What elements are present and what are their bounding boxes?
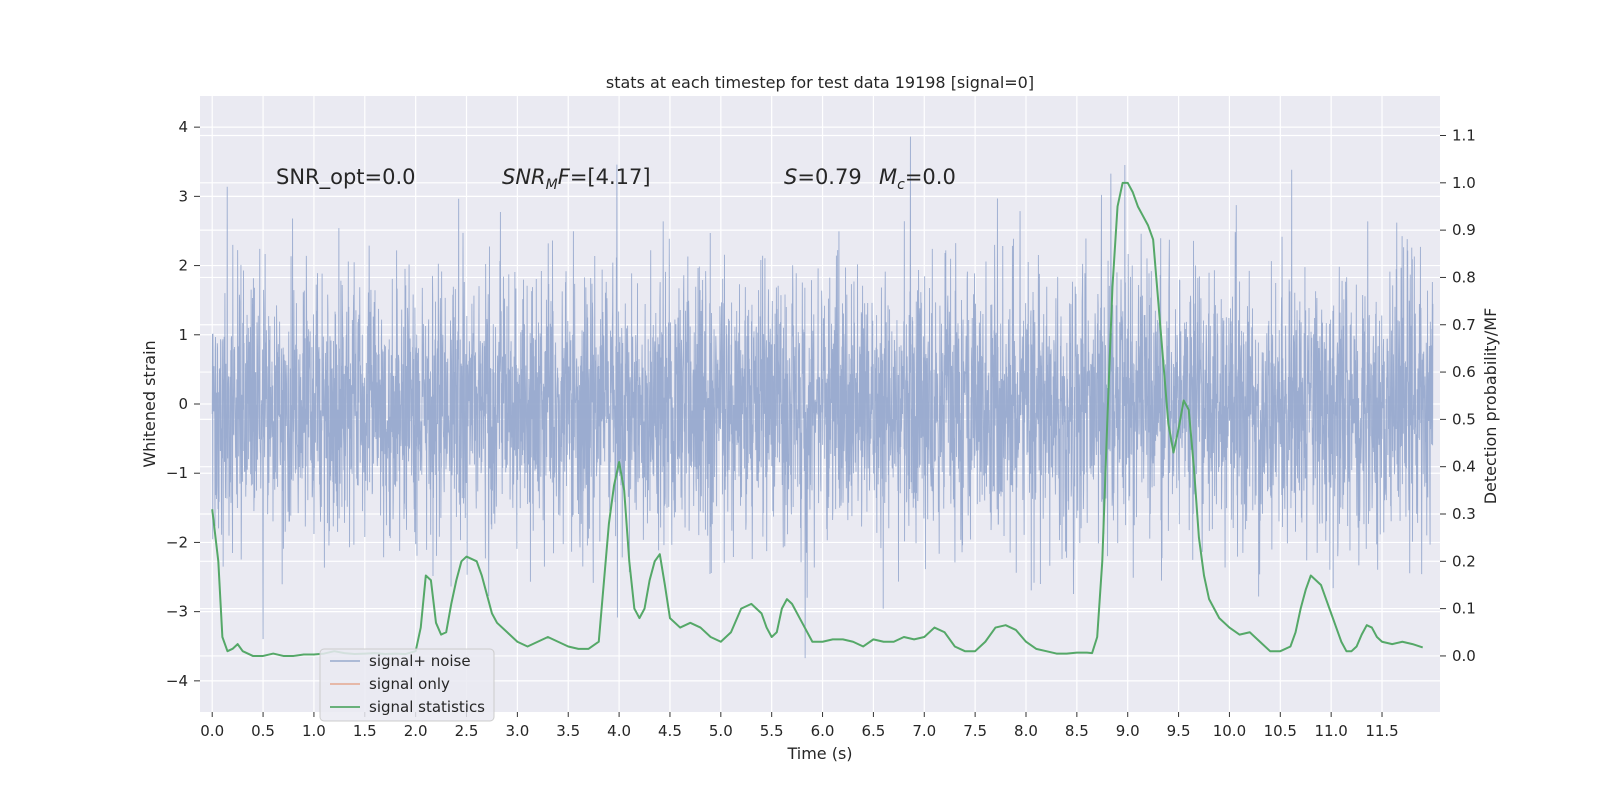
y2-tick-label: 0.1 [1452, 600, 1476, 618]
annotation-snr-opt: SNR_opt=0.0 [276, 165, 416, 190]
mc-subscript: c [897, 177, 905, 193]
x-tick-label: 7.0 [912, 722, 936, 740]
x-tick-label: 1.5 [353, 722, 377, 740]
y2-axis-label: Detection probability/MF [1481, 308, 1500, 505]
y-tick-label: −2 [166, 533, 188, 551]
snr-mf-letter: F [558, 165, 571, 189]
y-tick-label: −4 [166, 672, 188, 690]
snr-mf-subscript: M [546, 177, 558, 193]
x-tick-label: 6.0 [811, 722, 835, 740]
x-tick-label: 4.0 [607, 722, 631, 740]
signal-plus-noise-trace [211, 136, 1434, 659]
x-tick-label: 2.0 [404, 722, 428, 740]
x-tick-label: 11.0 [1314, 722, 1347, 740]
x-tick-label: 4.5 [658, 722, 682, 740]
snr-mf-value: =[4.17] [570, 165, 651, 189]
legend-label-signal-statistics: signal statistics [369, 698, 485, 716]
y2-tick-label: 1.1 [1452, 127, 1476, 145]
y2-tick-label: 0.6 [1452, 363, 1476, 381]
x-tick-label: 3.5 [556, 722, 580, 740]
x-tick-label: 8.0 [1014, 722, 1038, 740]
x-axis-label: Time (s) [786, 744, 852, 763]
x-tick-label: 5.5 [760, 722, 784, 740]
x-tick-label: 0.5 [251, 722, 275, 740]
y2-tick-label: 0.3 [1452, 505, 1476, 523]
mc-symbol: M [879, 165, 897, 189]
y2-tick-label: 0.9 [1452, 221, 1476, 239]
x-tick-label: 9.5 [1167, 722, 1191, 740]
signal-statistics-line [211, 181, 1424, 657]
legend-label-signal-only: signal only [369, 675, 450, 693]
annotation-mc: Mc=0.0 [879, 165, 956, 193]
legend-frame [319, 648, 495, 722]
y-tick-label: 4 [178, 118, 188, 136]
y-tick-label: 1 [178, 326, 188, 344]
y2-tick-label: 0.2 [1452, 552, 1476, 570]
x-tick-label: 10.0 [1213, 722, 1246, 740]
x-tick-label: 8.5 [1065, 722, 1089, 740]
x-tick-label: 9.0 [1116, 722, 1140, 740]
y-tick-label: 0 [178, 395, 188, 413]
x-tick-label: 2.5 [455, 722, 479, 740]
y2-tick-label: 0.5 [1452, 410, 1476, 428]
y-tick-label: −3 [166, 603, 188, 621]
y2-tick-label: 0.0 [1452, 647, 1476, 665]
annotation-s: S=0.79 [784, 165, 862, 189]
x-axis: 0.0 0.5 1.0 1.5 2.0 2.5 3.0 3.5 4.0 4.5 5.0 5.5 6.0 6… [200, 712, 1399, 740]
x-tick-label: 6.5 [861, 722, 885, 740]
series-signal-plus-noise [211, 136, 1434, 659]
y-tick-label: −1 [166, 464, 188, 482]
s-value: =0.79 [797, 165, 861, 189]
y2-tick-label: 0.8 [1452, 268, 1476, 286]
legend: signal+ noise signal only signal statist… [319, 648, 495, 722]
x-tick-label: 7.5 [963, 722, 987, 740]
x-tick-label: 10.5 [1264, 722, 1297, 740]
y2-tick-label: 0.7 [1452, 316, 1476, 334]
s-symbol: S [784, 165, 797, 189]
y2-tick-label: 1.0 [1452, 174, 1476, 192]
x-tick-label: 1.0 [302, 722, 326, 740]
series-signal-statistics [211, 181, 1424, 657]
y-tick-label: 3 [178, 187, 188, 205]
mc-value: =0.0 [905, 165, 956, 189]
x-tick-label: 11.5 [1365, 722, 1398, 740]
y-tick-label: 2 [178, 257, 188, 275]
y-axis-label: Whitened strain [140, 340, 159, 467]
y-axis-right: 0.0 0.1 0.2 0.3 0.4 0.5 0.6 0.7 0.8 0.9 1.0 1.1 [1440, 127, 1476, 665]
legend-label-signal-plus-noise: signal+ noise [369, 652, 471, 670]
x-tick-label: 0.0 [200, 722, 224, 740]
snr-mf-symbol: SNR [502, 165, 546, 189]
y-axis-left: −4 −3 −2 −1 0 1 2 3 4 [166, 118, 200, 690]
y2-tick-label: 0.4 [1452, 458, 1476, 476]
x-tick-label: 5.0 [709, 722, 733, 740]
chart-title: stats at each timestep for test data 191… [606, 73, 1034, 92]
annotation-snr-mf: SNRMF=[4.17] [502, 165, 651, 193]
x-tick-label: 3.0 [505, 722, 529, 740]
